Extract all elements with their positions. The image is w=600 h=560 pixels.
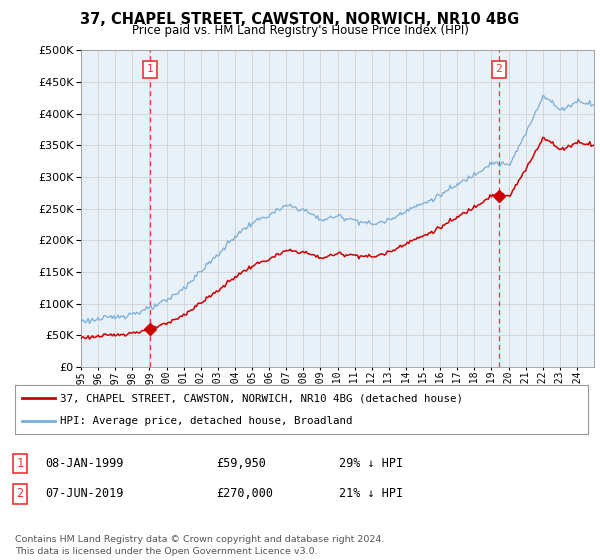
Text: Contains HM Land Registry data © Crown copyright and database right 2024.
This d: Contains HM Land Registry data © Crown c… [15,535,385,556]
Text: 21% ↓ HPI: 21% ↓ HPI [339,487,403,501]
Text: Price paid vs. HM Land Registry's House Price Index (HPI): Price paid vs. HM Land Registry's House … [131,24,469,37]
Text: 07-JUN-2019: 07-JUN-2019 [45,487,124,501]
Text: £59,950: £59,950 [216,457,266,470]
Text: 37, CHAPEL STREET, CAWSTON, NORWICH, NR10 4BG (detached house): 37, CHAPEL STREET, CAWSTON, NORWICH, NR1… [59,393,463,403]
Text: 1: 1 [16,457,23,470]
Text: 29% ↓ HPI: 29% ↓ HPI [339,457,403,470]
Text: £270,000: £270,000 [216,487,273,501]
Text: 2: 2 [496,64,502,74]
Text: 2: 2 [16,487,23,501]
Text: HPI: Average price, detached house, Broadland: HPI: Average price, detached house, Broa… [59,416,352,426]
Text: 08-JAN-1999: 08-JAN-1999 [45,457,124,470]
Text: 1: 1 [147,64,154,74]
Text: 37, CHAPEL STREET, CAWSTON, NORWICH, NR10 4BG: 37, CHAPEL STREET, CAWSTON, NORWICH, NR1… [80,12,520,27]
